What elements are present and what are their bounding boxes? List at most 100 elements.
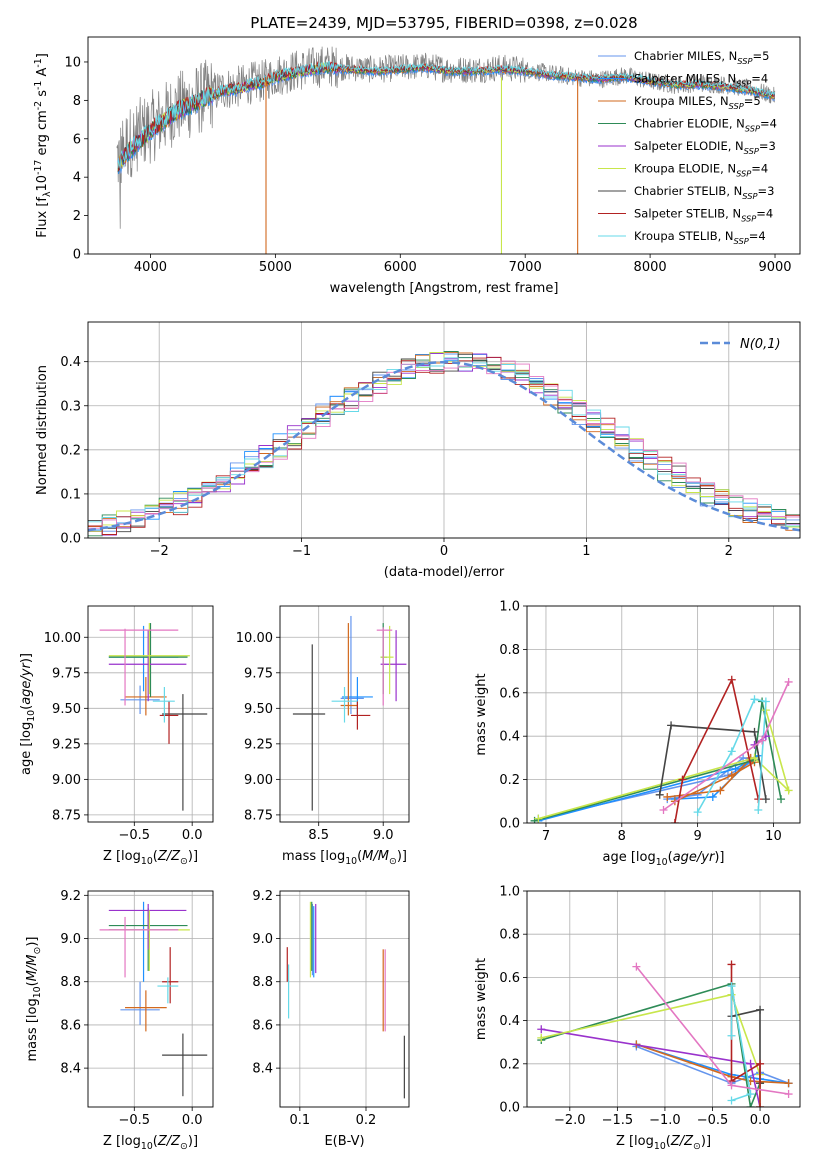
mass-weight-series-10 <box>659 677 793 814</box>
errorbar-point <box>108 623 190 695</box>
y-tick-label: 0.6 <box>499 686 520 701</box>
mass-weight-marker <box>754 805 763 814</box>
y-tick-label: 6 <box>73 132 81 147</box>
y-tick-label: 9.2 <box>60 889 81 904</box>
legend-entry: Chabrier ELODIE, NSSP=4 <box>634 117 777 134</box>
y-tick-label: 8.75 <box>52 808 81 823</box>
x-tick-label: −0.5 <box>119 1113 151 1128</box>
y-tick-label: 8.6 <box>252 1018 273 1033</box>
model-spectrum-9 <box>117 61 775 169</box>
errorbar-point <box>162 1033 208 1097</box>
x-axis-label: (data-model)/error <box>384 565 505 580</box>
y-axis-label: mass [log10(M/M⊙)] <box>25 937 43 1062</box>
mass-vs-metallicity-chart: −0.5 0.0 8.4 8.6 8.8 9.0 9.2 Z [log10(Z/Z⊙)] mas… <box>25 889 214 1152</box>
x-axis-label: age [log10(age/yr)] <box>602 850 724 868</box>
mass-weight-marker <box>537 1025 546 1034</box>
x-tick-label: 0.0 <box>182 828 203 843</box>
x-axis-label: mass [log10(M/M⊙)] <box>282 849 407 867</box>
legend-entry: Chabrier MILES, NSSP=5 <box>634 49 769 66</box>
plot-area <box>116 46 776 254</box>
y-tick-label: 10 <box>64 55 81 70</box>
x-tick-label: −0.5 <box>119 828 151 843</box>
y-axis-label: mass weight <box>474 673 489 755</box>
x-tick-label: 10 <box>765 829 782 844</box>
mass-weight-marker <box>761 697 770 706</box>
y-tick-label: 8.6 <box>60 1018 81 1033</box>
y-tick-label: 8.75 <box>244 808 273 823</box>
y-tick-label: 9.25 <box>52 737 81 752</box>
legend-entry: Kroupa ELODIE, NSSP=4 <box>634 162 768 179</box>
y-tick-label: 9.00 <box>244 773 273 788</box>
legend-entry: Salpeter ELODIE, NSSP=3 <box>634 139 776 156</box>
y-axis-label: Normed distribution <box>35 365 50 495</box>
y-axis-label: Flux [fλ10-17 erg cm-2 s-1 A-1] <box>33 53 53 238</box>
y-tick-label: 9.75 <box>244 666 273 681</box>
mass-weight-marker <box>659 805 668 814</box>
mass-weight-series-10 <box>632 962 793 1099</box>
errorbar-point <box>331 687 358 723</box>
legend-entry: Kroupa STELIB, NSSP=4 <box>634 229 766 246</box>
errorbar-point <box>340 623 358 716</box>
errorbar-point <box>162 947 179 1004</box>
x-axis-label: Z [log10(Z/Z⊙)] <box>103 1134 198 1152</box>
residuals-chart: −2 −1 0 1 2 0.0 0.1 0.2 0.3 0.4 (data-model)/error… <box>35 321 801 580</box>
y-tick-label: 0 <box>73 248 81 263</box>
y-tick-label: 10.00 <box>236 631 273 646</box>
y-tick-label: 1.0 <box>499 885 520 900</box>
axes-frame <box>526 890 801 1108</box>
x-tick-label: 9.0 <box>373 828 394 843</box>
mass-weight-marker <box>746 1090 755 1099</box>
y-tick-label: 4 <box>73 171 81 186</box>
mass-weight-series-5 <box>537 1025 765 1107</box>
x-axis-label: E(B-V) <box>324 1134 364 1149</box>
x-tick-label: −1.0 <box>649 1113 681 1128</box>
plot-area <box>99 623 208 811</box>
errorbar-point <box>376 627 393 706</box>
errorbar-point <box>157 977 179 1004</box>
mass-weight-marker <box>784 1090 793 1099</box>
legend-entry: Kroupa MILES, NSSP=5 <box>634 94 761 111</box>
y-tick-label: 0.1 <box>60 487 81 502</box>
mass-weight-marker <box>784 786 793 795</box>
mass-weight-marker <box>758 736 767 745</box>
mass-weight-marker <box>727 675 736 684</box>
x-axis-label: Z [log10(Z/Z⊙)] <box>616 1134 711 1152</box>
mass-weight-marker <box>655 790 664 799</box>
plot-area <box>99 901 208 1097</box>
mass-weight-marker <box>727 1031 736 1040</box>
legend-entry: N(0,1) <box>740 337 781 352</box>
mass-weight-series-9 <box>727 982 755 1105</box>
mass-weight-marker <box>716 786 725 795</box>
y-tick-label: 0.2 <box>60 443 81 458</box>
mass-weight-marker <box>534 814 543 823</box>
y-tick-label: 8 <box>73 94 81 109</box>
y-tick-label: 0.3 <box>60 399 81 414</box>
x-tick-label: 0 <box>440 544 448 559</box>
errorbar-point <box>108 630 187 702</box>
x-tick-label: 6000 <box>384 260 417 275</box>
y-tick-label: 0.4 <box>499 1014 520 1029</box>
y-tick-label: 0.2 <box>499 1057 520 1072</box>
mass-weight-marker <box>708 792 717 801</box>
x-tick-label: 8.5 <box>308 828 329 843</box>
mass-weight-series-8 <box>670 675 763 823</box>
mass-weight-series-7 <box>655 721 770 804</box>
x-axis-label: wavelength [Angstrom, rest frame] <box>330 281 559 296</box>
x-tick-label: 9000 <box>758 260 791 275</box>
mass-weight-marker <box>761 795 770 804</box>
plot-area <box>537 960 793 1107</box>
x-tick-label: 8 <box>618 829 626 844</box>
mass-weight-marker <box>750 753 759 762</box>
y-tick-label: 0.4 <box>60 355 81 370</box>
plot-area <box>530 675 793 823</box>
mass-weight-marker <box>727 1096 736 1105</box>
errorbar-point <box>108 901 179 982</box>
y-tick-label: 10.00 <box>44 631 81 646</box>
mass-weight-marker <box>727 771 736 780</box>
plot-area <box>88 351 800 537</box>
x-tick-label: 0.0 <box>182 1113 203 1128</box>
x-tick-label: 0.2 <box>356 1113 377 1128</box>
errorbar-point <box>99 628 179 706</box>
x-tick-label: 9 <box>693 829 701 844</box>
x-tick-label: 0.0 <box>750 1113 771 1128</box>
